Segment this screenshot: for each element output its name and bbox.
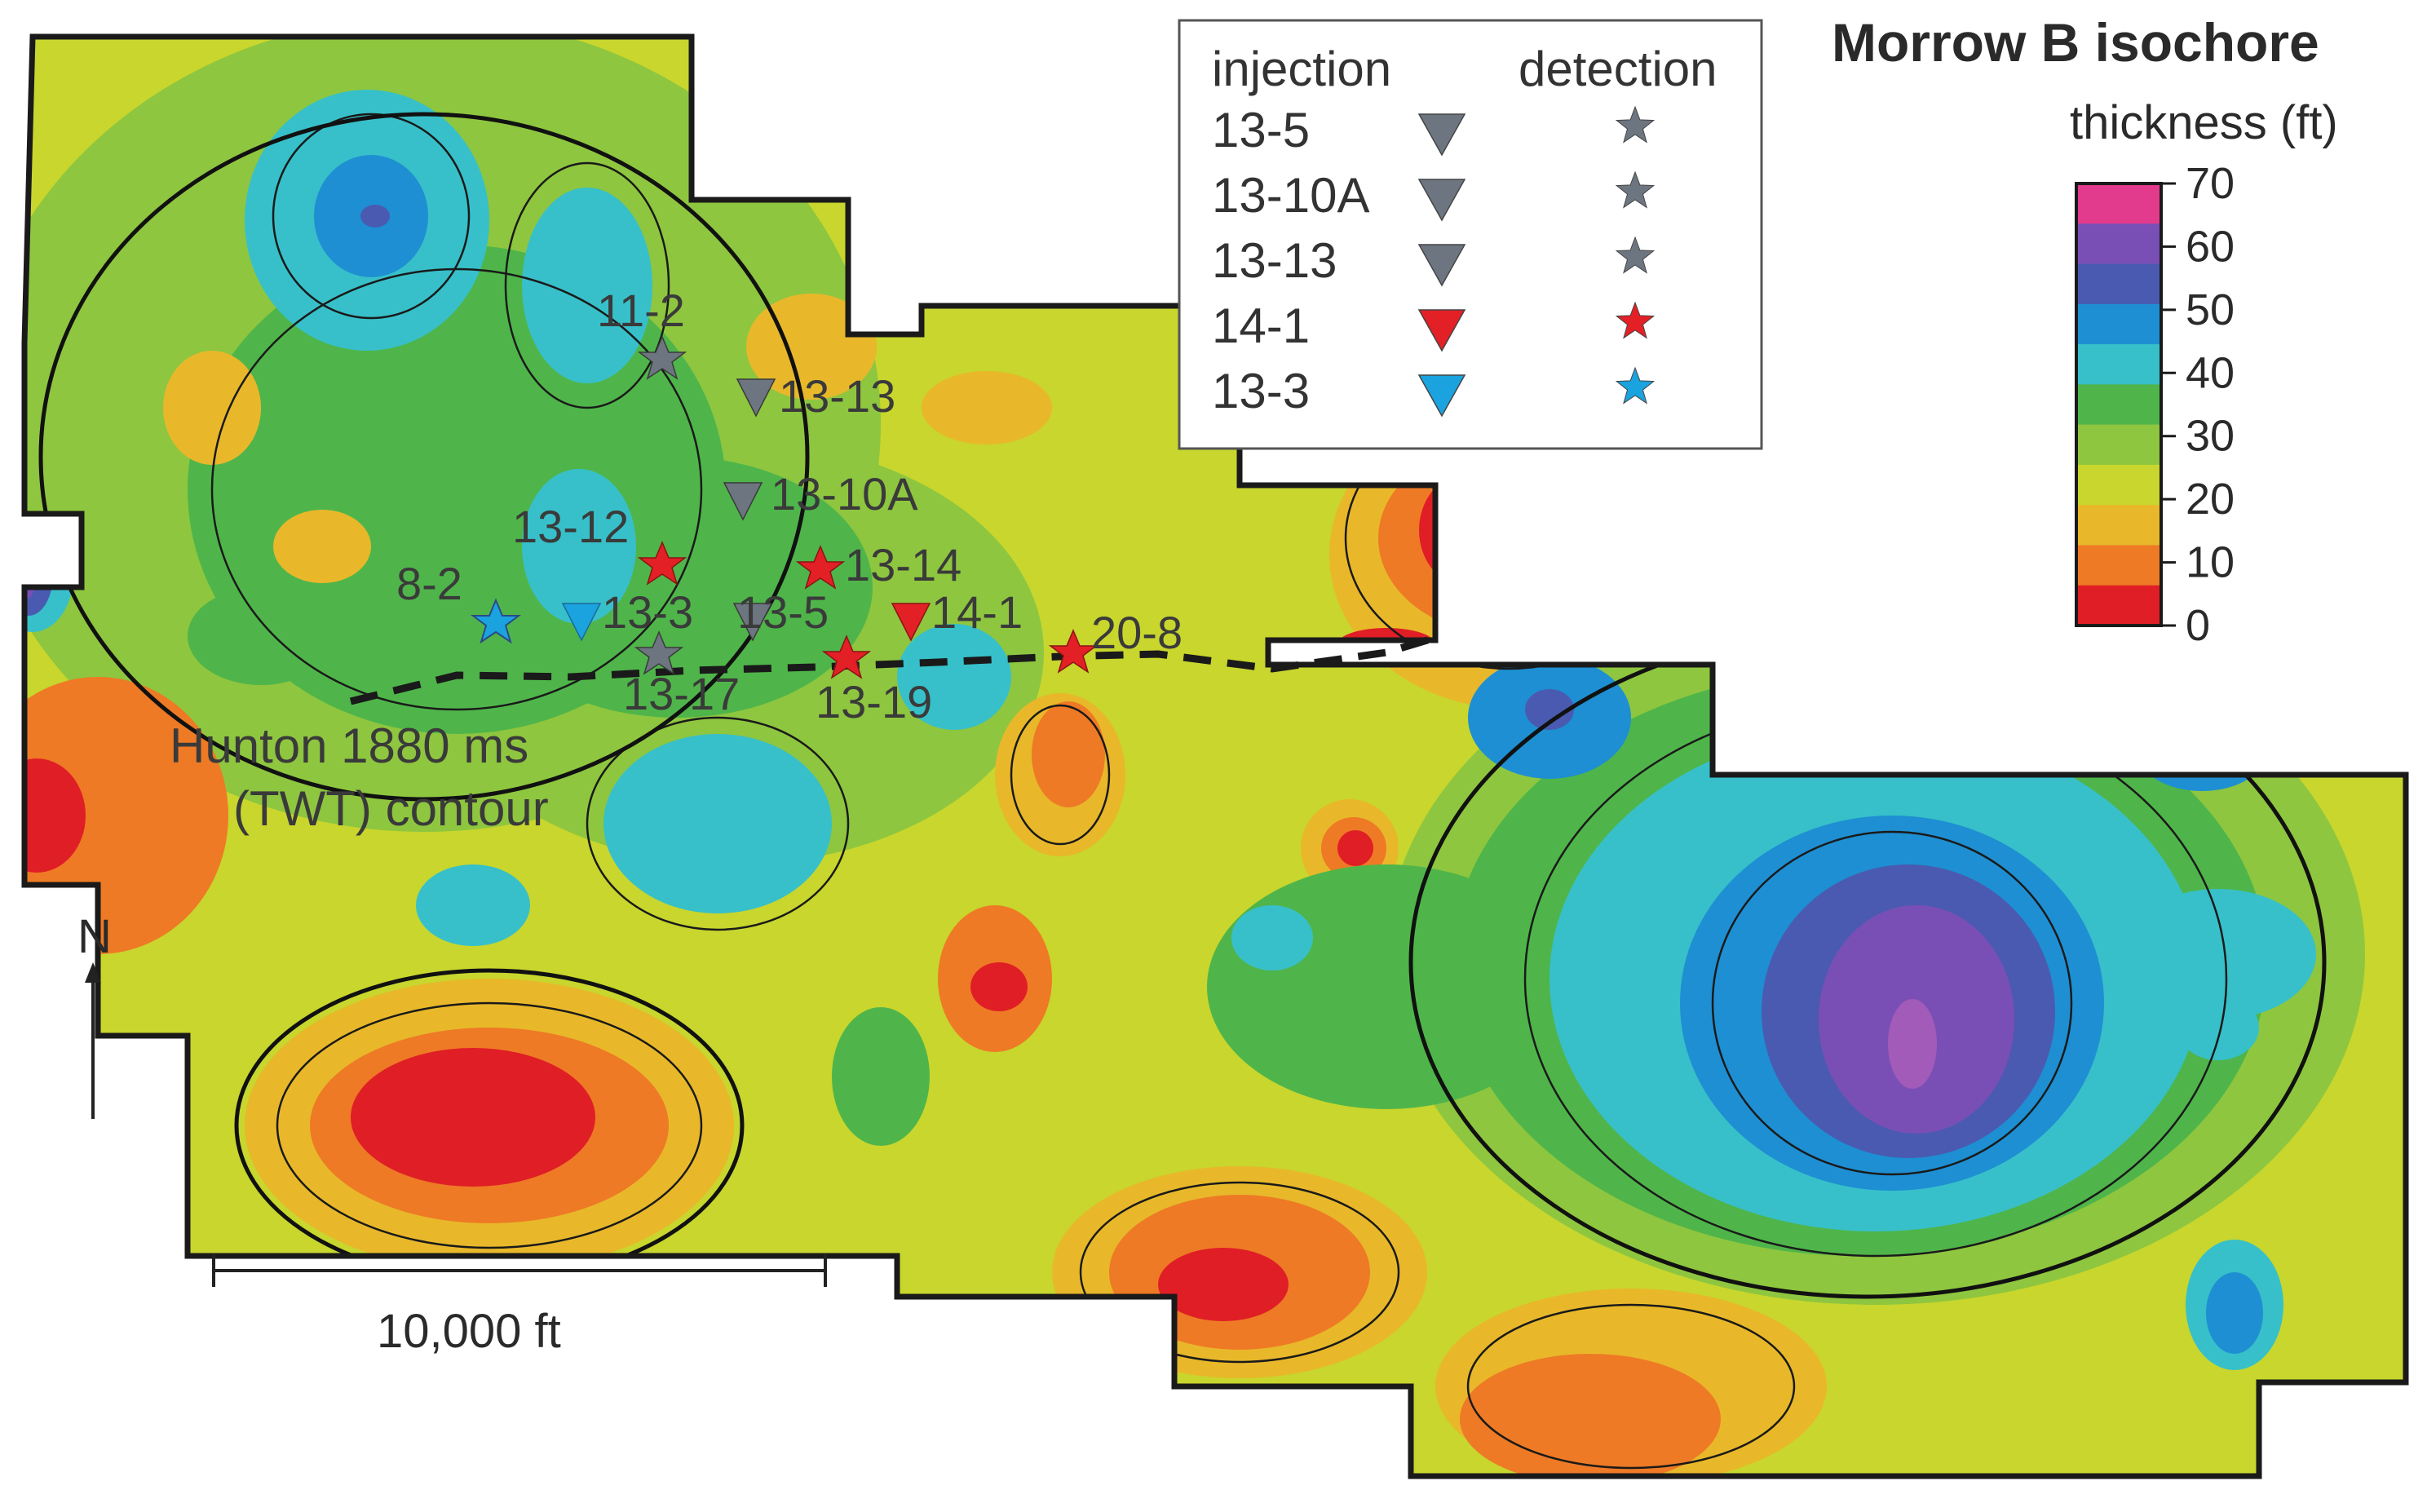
- legend-row-label: 13-3: [1212, 364, 1310, 418]
- well-13-13-triangle[interactable]: [736, 378, 776, 418]
- scale-bar: 10,000 ft: [212, 1254, 827, 1358]
- colorbar-tick-label: 60: [2186, 222, 2235, 271]
- label-13-10a: 13-10A: [771, 468, 918, 519]
- well-13-14-star[interactable]: [795, 545, 846, 590]
- colorbar-tick-label: 0: [2186, 601, 2210, 650]
- legend-rows: 13-5 13-10A 13-13 14-1 13-3: [1212, 103, 1656, 418]
- legend-detection-star-icon: [1615, 301, 1656, 339]
- legend-injection-triangle-icon: [1417, 309, 1466, 352]
- well-13-5-triangle[interactable]: [732, 603, 773, 642]
- hunton-dashed-contour: [349, 634, 1437, 705]
- well-14-1-triangle[interactable]: [891, 603, 931, 642]
- label-13-14: 13-14: [845, 539, 962, 590]
- label-13-17: 13-17: [623, 668, 740, 719]
- well-13-12-star[interactable]: [637, 541, 687, 586]
- legend-row-label: 14-1: [1212, 298, 1310, 353]
- north-label: N: [77, 910, 112, 963]
- label-11-2: 11-2: [597, 285, 685, 336]
- survey-boundary: [21, 33, 2409, 1479]
- legend-col-detection: detection: [1519, 42, 1717, 96]
- colorbar-segment: [2076, 223, 2161, 265]
- well-8-2-star[interactable]: [471, 598, 521, 644]
- legend-injection-triangle-icon: [1417, 179, 1466, 222]
- colorbar-tick-label: 10: [2186, 538, 2235, 587]
- legend-detection-star-icon: [1615, 105, 1656, 144]
- colorbar-segment: [2076, 545, 2161, 586]
- colorbar-segment: [2076, 585, 2161, 626]
- hunton-line-1: Hunton 1880 ms: [170, 718, 528, 773]
- legend-box: injection detection 13-513-10A13-1314-11…: [1178, 19, 1763, 450]
- colorbar-segment: [2076, 424, 2161, 466]
- colorbar-tick-label: 30: [2186, 412, 2235, 461]
- well-11-2-star[interactable]: [637, 335, 687, 380]
- colorbar-segment: [2076, 303, 2161, 345]
- colorbar-tick-label: 20: [2186, 475, 2235, 524]
- legend-col-injection: injection: [1212, 42, 1391, 96]
- north-arrowhead-icon: [85, 962, 101, 983]
- scale-bar-label: 10,000 ft: [377, 1305, 561, 1358]
- label-13-3: 13-3: [602, 586, 693, 638]
- colorbar-segment: [2076, 344, 2161, 385]
- hunton-annotation: Hunton 1880 ms (TWT) contour: [170, 718, 549, 836]
- colorbar-label: thickness (ft): [2070, 96, 2338, 149]
- label-8-2: 8-2: [396, 558, 462, 609]
- label-13-12: 13-12: [512, 501, 629, 552]
- colorbar-segment: [2076, 263, 2161, 305]
- legend-detection-star-icon: [1615, 170, 1656, 209]
- colorbar-segment: [2076, 183, 2161, 224]
- legend-detection-star-icon: [1615, 366, 1656, 405]
- colorbar-ticks: 70 60 50 40 30 20 10 0: [2161, 159, 2235, 650]
- hunton-line-2: (TWT) contour: [233, 781, 549, 836]
- well-20-8-star[interactable]: [1048, 629, 1099, 674]
- colorbar-tick-label: 40: [2186, 348, 2235, 397]
- label-13-5: 13-5: [737, 586, 829, 638]
- legend-row-label: 13-10A: [1212, 168, 1369, 223]
- well-labels: 11-2 13-13 13-10A 13-12 13-14 8-2 13-3 1…: [396, 285, 1183, 727]
- colorbar-tick-label: 70: [2186, 159, 2235, 208]
- colorbar-segments: [2076, 183, 2161, 626]
- well-13-3-triangle[interactable]: [561, 603, 602, 642]
- colorbar-tick-label: 50: [2186, 285, 2235, 334]
- label-13-19: 13-19: [816, 676, 932, 727]
- label-13-13: 13-13: [779, 370, 895, 422]
- label-20-8: 20-8: [1091, 607, 1183, 658]
- legend-injection-triangle-icon: [1417, 113, 1466, 157]
- map-title: Morrow B isochore: [1832, 12, 2319, 73]
- well-13-10a-triangle[interactable]: [723, 482, 763, 521]
- colorbar: 70 60 50 40 30 20 10 0: [2075, 159, 2235, 650]
- legend-injection-triangle-icon: [1417, 244, 1466, 287]
- colorbar-segment: [2076, 505, 2161, 546]
- label-14-1: 14-1: [931, 586, 1023, 638]
- well-13-19-star[interactable]: [821, 634, 872, 679]
- colorbar-segment: [2076, 384, 2161, 426]
- north-arrow: N: [77, 910, 112, 1119]
- legend-row-label: 13-5: [1212, 103, 1310, 157]
- legend-detection-star-icon: [1615, 236, 1656, 274]
- well-markers: [471, 335, 1099, 679]
- legend-row-label: 13-13: [1212, 233, 1337, 288]
- legend-injection-triangle-icon: [1417, 374, 1466, 418]
- colorbar-segment: [2076, 464, 2161, 506]
- well-13-17-star[interactable]: [634, 630, 684, 675]
